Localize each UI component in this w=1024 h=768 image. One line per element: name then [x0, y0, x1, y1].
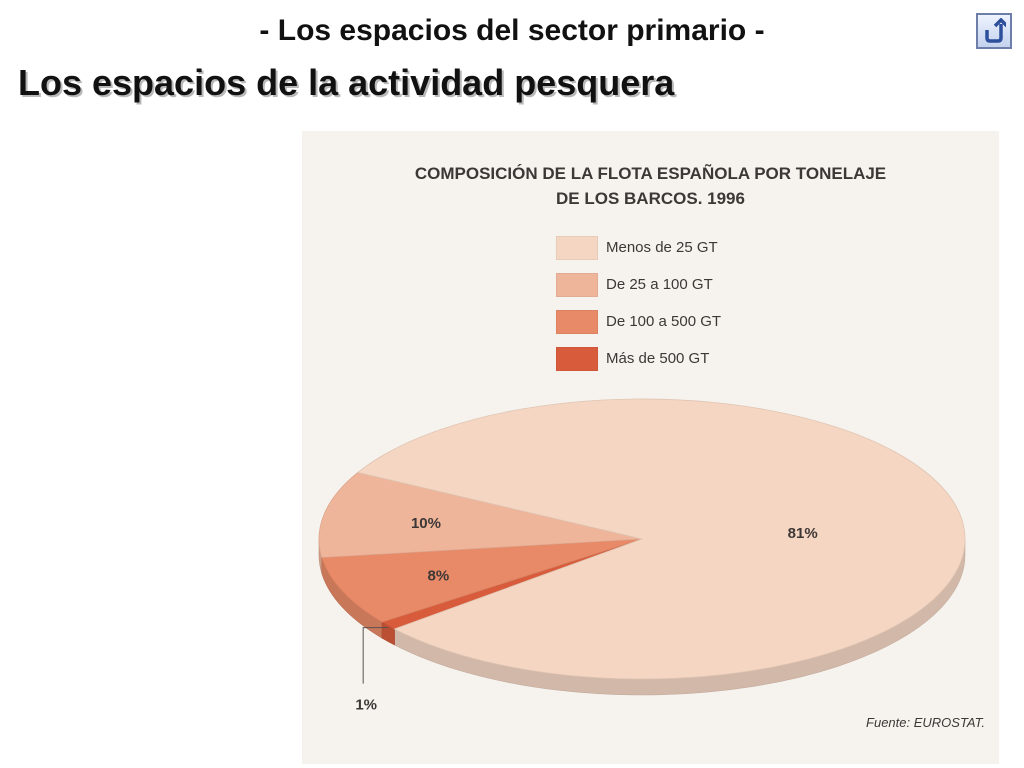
chart-title-line-2: DE LOS BARCOS. 1996 — [556, 189, 745, 208]
legend: Menos de 25 GT De 25 a 100 GT De 100 a 5… — [556, 229, 721, 377]
chart-title-line-1: COMPOSICIÓN DE LA FLOTA ESPAÑOLA POR TON… — [414, 164, 887, 183]
legend-item: Menos de 25 GT — [556, 229, 721, 266]
pie-leader-line — [362, 627, 389, 684]
pie-slice-label: 8% — [428, 568, 450, 585]
source-note: Fuente: EUROSTAT. — [866, 715, 985, 730]
legend-label: Menos de 25 GT — [606, 239, 718, 256]
legend-label: Más de 500 GT — [606, 350, 710, 367]
pie-slice-label: 1% — [355, 697, 377, 714]
legend-label: De 25 a 100 GT — [606, 276, 713, 293]
chart-title: COMPOSICIÓN DE LA FLOTA ESPAÑOLA POR TON… — [302, 161, 999, 211]
chart-panel: COMPOSICIÓN DE LA FLOTA ESPAÑOLA POR TON… — [302, 131, 999, 764]
back-arrow-icon — [985, 18, 1006, 43]
legend-swatch — [556, 235, 598, 260]
legend-swatch — [556, 309, 598, 334]
legend-item: De 100 a 500 GT — [556, 303, 721, 340]
pie-slice — [318, 471, 643, 558]
slide-title: Los espacios de la actividad pesquera — [18, 62, 675, 103]
pie-chart: 81% 10% 8% 1% — [318, 398, 966, 714]
pie-slice-label: 10% — [411, 515, 441, 532]
pie-slice-label: 81% — [788, 525, 818, 542]
legend-label: De 100 a 500 GT — [606, 313, 722, 330]
legend-item: De 25 a 100 GT — [556, 266, 721, 303]
back-button[interactable] — [976, 13, 1012, 49]
legend-item: Más de 500 GT — [556, 340, 721, 377]
legend-swatch — [556, 346, 598, 371]
pie-slice — [321, 538, 643, 623]
pie-slice — [356, 398, 966, 680]
slide-subtitle: - Los espacios del sector primario - — [259, 14, 765, 47]
legend-swatch — [556, 272, 598, 297]
